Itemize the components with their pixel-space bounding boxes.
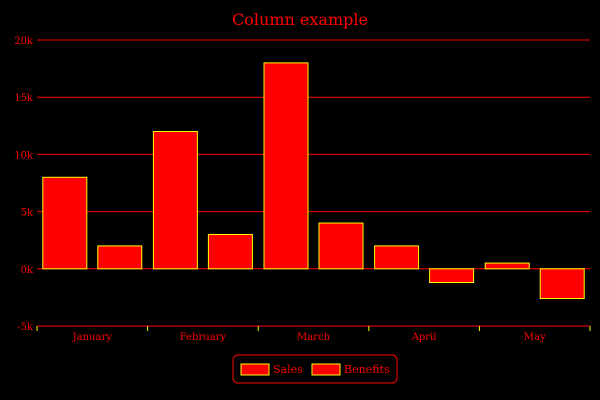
legend-swatch-benefits[interactable] bbox=[311, 363, 341, 376]
bar-sales-may[interactable] bbox=[484, 262, 530, 270]
x-tick-label: January bbox=[72, 332, 113, 343]
x-tick-label: March bbox=[297, 332, 331, 343]
bar-benefits-february[interactable] bbox=[207, 233, 253, 270]
bar-sales-april[interactable] bbox=[374, 245, 420, 270]
y-tick-label: 20k bbox=[14, 36, 34, 47]
bar-benefits-april[interactable] bbox=[429, 268, 475, 284]
legend-label-benefits[interactable]: Benefits bbox=[344, 363, 390, 376]
y-axis-ticks: -5k 0k 5k 10k 15k 20k bbox=[14, 36, 34, 333]
y-tick-label: -5k bbox=[17, 322, 34, 333]
y-tick-label: 10k bbox=[14, 150, 34, 161]
bar-sales-march[interactable] bbox=[263, 62, 309, 270]
y-tick-label: 5k bbox=[21, 208, 34, 219]
legend-label-sales[interactable]: Sales bbox=[273, 363, 303, 376]
x-tick-label: April bbox=[411, 332, 437, 343]
bar-benefits-may[interactable] bbox=[539, 268, 585, 300]
bar-sales-january[interactable] bbox=[42, 176, 88, 270]
bars bbox=[42, 62, 585, 300]
legend-box bbox=[232, 354, 398, 384]
legend-swatch-sales[interactable] bbox=[240, 363, 270, 376]
x-tick-label: May bbox=[524, 332, 546, 343]
chart-title: Column example bbox=[232, 10, 368, 29]
y-tick-label: 15k bbox=[14, 93, 34, 104]
legend[interactable]: Sales Benefits bbox=[232, 354, 398, 384]
grid-lines bbox=[37, 39, 590, 327]
y-tick-label: 0k bbox=[21, 265, 34, 276]
bar-benefits-january[interactable] bbox=[97, 245, 143, 270]
x-tick-label: February bbox=[180, 332, 227, 343]
bar-benefits-march[interactable] bbox=[318, 222, 364, 270]
bar-sales-february[interactable] bbox=[152, 131, 198, 270]
x-axis: January February March April May bbox=[36, 326, 591, 343]
